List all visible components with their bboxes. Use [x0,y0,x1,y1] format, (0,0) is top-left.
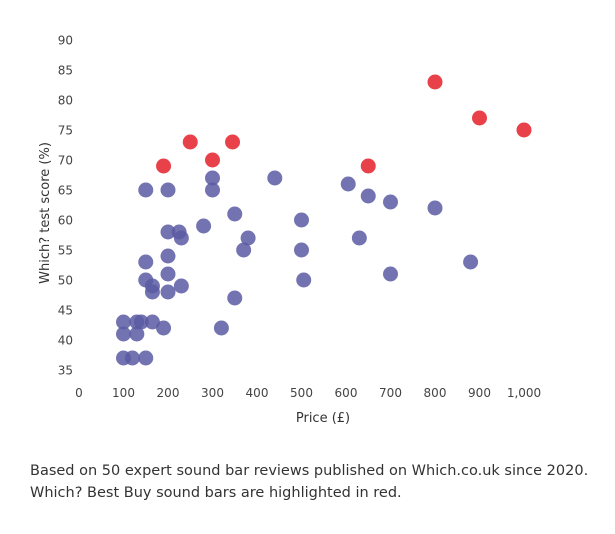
caption-line-1: Based on 50 expert sound bar reviews pub… [30,463,589,479]
y-tick-label: 85 [58,64,73,78]
data-point [383,194,398,210]
x-tick-label: 0 [75,386,83,400]
data-point [156,320,172,336]
data-point [173,230,189,246]
y-axis-ticks: 35 40 45 50 55 60 65 70 75 80 85 90 [58,34,73,378]
x-tick-label: 400 [246,386,269,400]
x-tick-label: 700 [379,386,402,400]
y-tick-label: 80 [58,94,73,108]
best-buy-data-point [225,134,241,150]
x-tick-label: 100 [112,386,135,400]
x-tick-label: 1,000 [507,386,541,400]
data-point [138,254,154,270]
data-point [144,284,160,300]
data-point [205,170,220,186]
y-tick-label: 35 [58,364,73,378]
best-buy-data-point [182,134,198,150]
data-point [160,248,176,264]
caption-line-2: Which? Best Buy sound bars are highlight… [30,485,402,501]
x-tick-label: 800 [424,386,447,400]
data-point [240,230,256,246]
y-tick-label: 90 [58,34,73,48]
data-point [427,200,443,216]
data-point [236,242,252,258]
data-point [351,230,367,246]
data-point [133,314,149,330]
best-buy-data-point [516,122,532,138]
data-point [116,326,131,342]
data-point [463,254,479,270]
data-point [160,224,176,240]
data-point [116,314,131,330]
best-buy-data-point [360,158,376,174]
y-tick-label: 40 [58,334,73,348]
data-point [160,182,176,198]
x-axis-title: Price (£) [296,411,350,426]
y-tick-label: 70 [58,154,73,168]
data-point [213,320,229,336]
data-point [340,176,356,192]
scatter-chart: 35 40 45 50 55 60 65 70 75 80 85 90 0 100 200 300 400 50… [38,34,541,427]
data-point [267,170,283,186]
data-points [116,74,532,366]
data-point [124,350,140,366]
data-point [144,314,160,330]
y-tick-label: 75 [58,124,73,138]
chart-caption: Based on 50 expert sound bar reviews pub… [30,460,600,504]
best-buy-data-point [472,110,487,126]
y-tick-label: 60 [58,214,73,228]
x-tick-label: 500 [290,386,313,400]
data-point [160,266,176,282]
x-tick-label: 300 [201,386,224,400]
y-tick-label: 55 [58,244,73,258]
x-tick-label: 600 [335,386,358,400]
data-point [138,182,154,198]
best-buy-data-point [156,158,172,174]
best-buy-data-point [427,74,443,90]
data-point [294,242,309,258]
data-point [205,182,220,198]
data-point [196,218,212,234]
y-tick-label: 45 [58,304,73,318]
y-tick-label: 50 [58,274,73,288]
data-point [160,284,176,300]
data-point [296,272,312,288]
data-point [294,212,309,228]
best-buy-data-point [205,152,220,168]
data-point [138,350,154,366]
data-point [383,266,398,282]
x-tick-label: 200 [157,386,180,400]
data-point [227,206,243,222]
x-tick-label: 900 [468,386,491,400]
y-tick-label: 65 [58,184,73,198]
data-point [360,188,376,204]
data-point [227,290,243,306]
y-axis-title: Which? test score (%) [38,142,53,284]
x-axis-ticks: 0 100 200 300 400 500 600 700 800 900 1,000 [75,386,541,400]
data-point [173,278,189,294]
data-point [129,326,145,342]
